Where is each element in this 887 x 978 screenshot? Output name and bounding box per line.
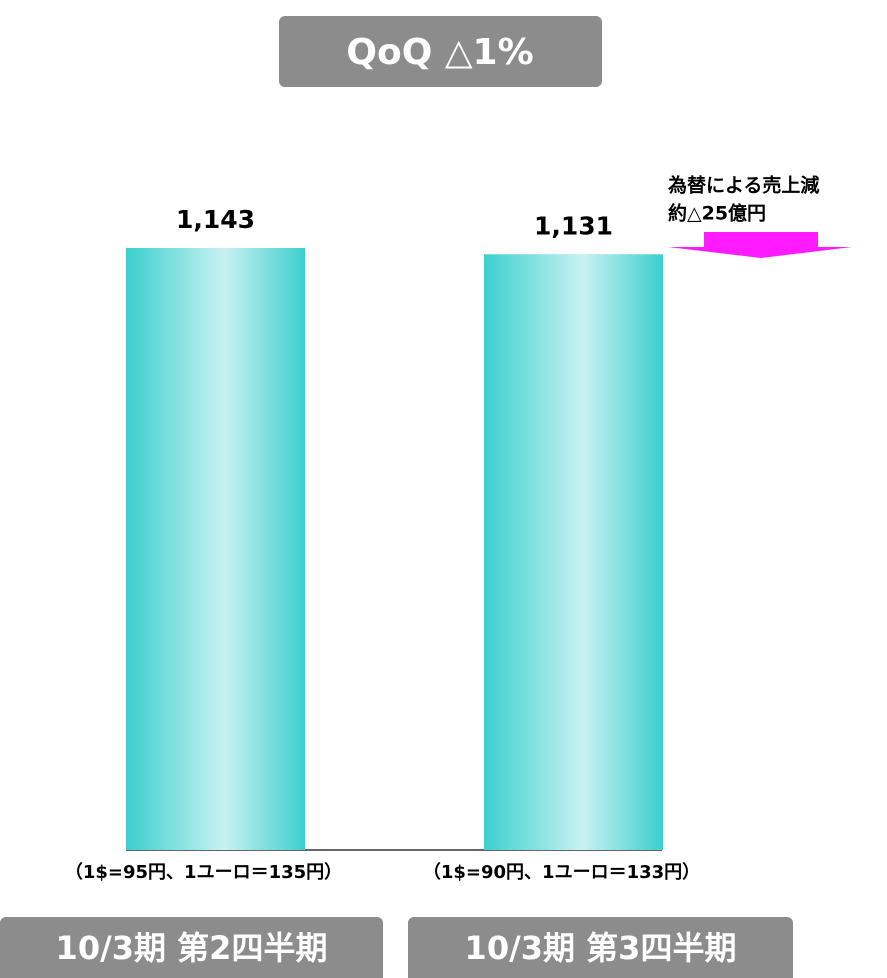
- rate-note: （1$=90円、1ユーロ＝133円）: [423, 862, 700, 883]
- x-tick-label: 10/3期 第3四半期: [465, 929, 737, 967]
- category-box: [408, 917, 793, 978]
- bar-highlight: [484, 254, 663, 851]
- annotation-line: 約△25億円: [668, 202, 766, 225]
- rate-note: （1$=95円、1ユーロ＝135円）: [65, 862, 342, 883]
- chart-title: QoQ △1%: [346, 32, 533, 73]
- category-box: [0, 917, 383, 978]
- bar-highlight: [126, 248, 305, 850]
- x-tick-label: 10/3期 第2四半期: [56, 929, 328, 967]
- decrease-arrow: [668, 232, 852, 258]
- value-label: 1,131: [534, 211, 613, 240]
- title-box: [279, 16, 602, 87]
- annotation-line: 為替による売上減: [668, 174, 819, 197]
- value-label: 1,143: [176, 205, 255, 234]
